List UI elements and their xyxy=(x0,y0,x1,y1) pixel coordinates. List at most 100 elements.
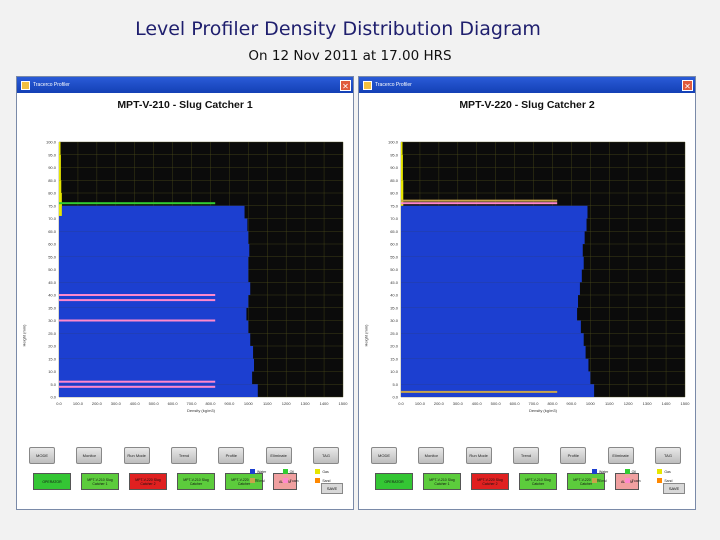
y-tick-label: 65.0 xyxy=(390,229,399,234)
x-tick-label: 200.0 xyxy=(92,401,103,406)
x-tick-label: 1500 xyxy=(681,401,691,406)
toolbar-button[interactable]: Monitor xyxy=(76,447,103,464)
bar xyxy=(59,167,61,181)
status-indicator[interactable]: MPT-V-210 Slug Catcher 1 xyxy=(81,473,119,490)
x-tick-label: 500.0 xyxy=(491,401,502,406)
toolbar-button[interactable]: MODE xyxy=(371,447,397,464)
profiler-window-1[interactable]: Tracerco Profiler ✕ MPT-V-210 - Slug Cat… xyxy=(16,76,354,510)
status-indicator[interactable]: OPERATOR xyxy=(33,473,71,490)
profiler-window-2[interactable]: Tracerco Profiler ✕ MPT-V-220 - Slug Cat… xyxy=(358,76,696,510)
status-indicator[interactable]: MPT-V-220 Slug Catcher xyxy=(567,473,605,490)
legend: Water Oil Gas Emul Foam Sand xyxy=(592,469,688,483)
interface-band xyxy=(401,390,558,393)
y-tick-label: 75.0 xyxy=(48,203,57,208)
close-icon[interactable]: ✕ xyxy=(682,79,693,91)
status-row: OPERATOR MPT-V-210 Slug Catcher 1 MPT-V-22… xyxy=(33,473,297,490)
x-tick-label: 900.0 xyxy=(224,401,235,406)
x-tick-label: 700.0 xyxy=(187,401,198,406)
toolbar-button[interactable]: MODE xyxy=(29,447,55,464)
toolbar-button[interactable]: TAG xyxy=(654,447,681,464)
interface-band xyxy=(59,202,216,205)
toolbar-button[interactable]: Run Mode xyxy=(465,447,492,464)
toolbar-button[interactable]: Profile xyxy=(218,447,245,464)
interface-band xyxy=(401,199,558,202)
slide-title: Level Profiler Density Distribution Diag… xyxy=(135,18,541,40)
toolbar-button[interactable]: Run Mode xyxy=(123,447,150,464)
y-tick-label: 100.0 xyxy=(46,140,57,145)
x-tick-label: 300.0 xyxy=(111,401,122,406)
status-indicator[interactable]: MPT-V-210 Slug Catcher xyxy=(519,473,557,490)
save-button[interactable]: SAVE xyxy=(663,483,685,494)
interface-band xyxy=(59,319,216,322)
bar xyxy=(59,154,61,168)
x-tick-label: 1100 xyxy=(263,401,272,406)
legend-item: Oil xyxy=(282,469,314,474)
legend-swatch xyxy=(657,469,663,474)
x-tick-label: 900.0 xyxy=(566,401,577,406)
legend-label: Gas xyxy=(664,469,671,474)
toolbar-button[interactable]: Trend xyxy=(170,447,197,464)
toolbar-button[interactable]: Monitor xyxy=(418,447,445,464)
y-tick-label: 90.0 xyxy=(390,165,399,170)
status-indicator[interactable]: MPT-V-220 Slug Catcher xyxy=(225,473,263,490)
interface-band xyxy=(401,202,558,205)
toolbar-button[interactable]: Eliminate xyxy=(265,447,292,464)
x-tick-label: 1400 xyxy=(320,401,330,406)
y-tick-label: 85.0 xyxy=(390,178,399,183)
toolbar-button[interactable]: TAG xyxy=(312,447,339,464)
toolbar-button[interactable]: Trend xyxy=(512,447,539,464)
interface-band xyxy=(59,380,216,383)
y-tick-label: 25.0 xyxy=(48,331,57,336)
bar xyxy=(59,193,62,206)
x-tick-label: 700.0 xyxy=(529,401,540,406)
y-tick-label: 5.0 xyxy=(392,382,398,387)
y-tick-label: 45.0 xyxy=(390,280,399,285)
bar xyxy=(401,282,580,295)
window-titlebar[interactable]: Tracerco Profiler ✕ xyxy=(359,77,695,93)
app-icon xyxy=(363,80,372,90)
bar xyxy=(59,320,249,334)
density-profile-chart: 0.0 5.0 10.0 15.0 20.0 25.0 30.0 35.0 40.0 45.0 50… xyxy=(46,140,348,414)
bar xyxy=(59,256,249,270)
legend-item: Foam xyxy=(624,478,656,483)
close-icon[interactable]: ✕ xyxy=(340,79,351,91)
y-tick-label: 50.0 xyxy=(390,267,399,272)
legend-item: Sand xyxy=(315,478,346,483)
x-tick-label: 1300 xyxy=(301,401,311,406)
bar xyxy=(401,244,583,257)
legend-item: Foam xyxy=(282,478,314,483)
x-tick-label: 1100 xyxy=(605,401,614,406)
y-tick-label: 95.0 xyxy=(48,152,57,157)
y-tick-label: 60.0 xyxy=(390,242,399,247)
save-button[interactable]: SAVE xyxy=(321,483,343,494)
status-indicator[interactable]: MPT-V-220 Slug Catcher 2 xyxy=(129,473,167,490)
y-tick-label: 35.0 xyxy=(48,305,57,310)
x-tick-label: 1200 xyxy=(624,401,634,406)
x-tick-label: 1400 xyxy=(662,401,672,406)
y-tick-label: 60.0 xyxy=(48,242,57,247)
vessel-title: MPT-V-210 - Slug Catcher 1 xyxy=(117,99,253,111)
legend-label: Foam xyxy=(289,478,299,483)
y-tick-label: 50.0 xyxy=(48,267,57,272)
y-tick-label: 5.0 xyxy=(50,382,56,387)
bar xyxy=(59,180,62,193)
status-indicator[interactable]: MPT-V-220 Slug Catcher 2 xyxy=(471,473,509,490)
x-axis-label: Density (kg/m3) xyxy=(187,408,216,413)
toolbar-button[interactable]: Eliminate xyxy=(607,447,634,464)
status-indicator[interactable]: OPERATOR xyxy=(375,473,413,490)
window-titlebar[interactable]: Tracerco Profiler ✕ xyxy=(17,77,353,93)
status-indicator[interactable]: MPT-V-210 Slug Catcher xyxy=(177,473,215,490)
bar xyxy=(401,180,404,193)
y-tick-label: 10.0 xyxy=(390,369,399,374)
legend-label: Sand xyxy=(322,478,331,483)
status-indicator[interactable]: MPT-V-210 Slug Catcher 1 xyxy=(423,473,461,490)
button-row: MODE Monitor Run Mode Trend Profile Eliminate… xyxy=(29,447,339,464)
toolbar-button[interactable]: Profile xyxy=(560,447,587,464)
bar xyxy=(59,307,247,321)
legend-item: Water xyxy=(250,469,281,474)
legend-swatch xyxy=(282,469,288,474)
legend-label: Oil xyxy=(631,469,636,474)
y-tick-label: 40.0 xyxy=(48,293,57,298)
y-tick-label: 0.0 xyxy=(392,395,398,400)
legend-label: Oil xyxy=(289,469,294,474)
